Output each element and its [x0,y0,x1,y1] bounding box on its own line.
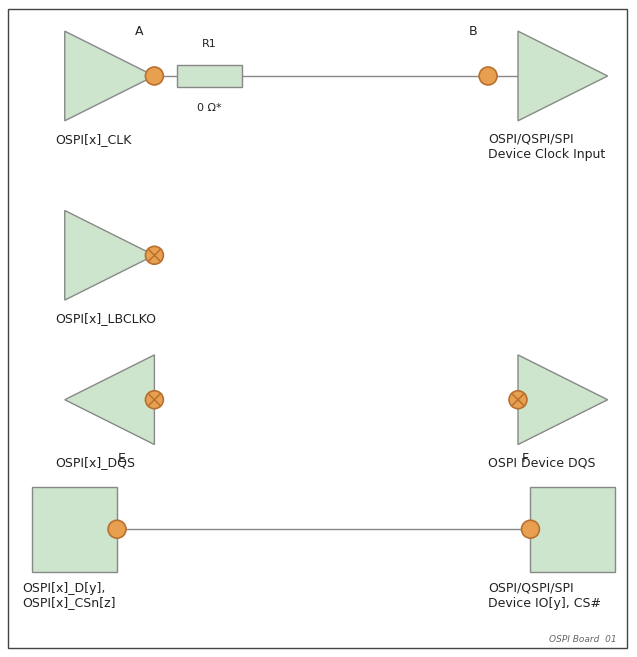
Text: R1: R1 [202,39,217,49]
Text: F: F [522,452,529,465]
Circle shape [145,391,163,409]
Text: 0 Ω*: 0 Ω* [197,103,222,113]
Polygon shape [65,210,154,300]
Text: OSPI/QSPI/SPI
Device Clock Input: OSPI/QSPI/SPI Device Clock Input [488,133,605,161]
Text: E: E [118,452,126,465]
Text: OSPI[x]_DQS: OSPI[x]_DQS [55,457,135,470]
Circle shape [479,67,497,85]
Text: OSPI/QSPI/SPI
Device IO[y], CS#: OSPI/QSPI/SPI Device IO[y], CS# [488,581,601,610]
Bar [531,487,615,572]
Circle shape [522,520,540,538]
Circle shape [145,67,163,85]
Polygon shape [65,31,154,121]
Text: OSPI[x]_CLK: OSPI[x]_CLK [55,133,131,146]
Text: OSPI[x]_LBCLKO: OSPI[x]_LBCLKO [55,312,156,325]
Polygon shape [518,355,608,445]
Text: OSPI Board  01: OSPI Board 01 [549,635,617,644]
Text: A: A [135,25,144,38]
Polygon shape [518,31,608,121]
Text: OSPI Device DQS: OSPI Device DQS [488,457,596,470]
Polygon shape [65,355,154,445]
Text: B: B [469,25,478,38]
Circle shape [145,246,163,264]
Circle shape [509,391,527,409]
Text: OSPI[x]_D[y],
OSPI[x]_CSn[z]: OSPI[x]_D[y], OSPI[x]_CSn[z] [22,581,115,610]
Bar [32,487,117,572]
Circle shape [108,520,126,538]
Bar [177,65,241,87]
